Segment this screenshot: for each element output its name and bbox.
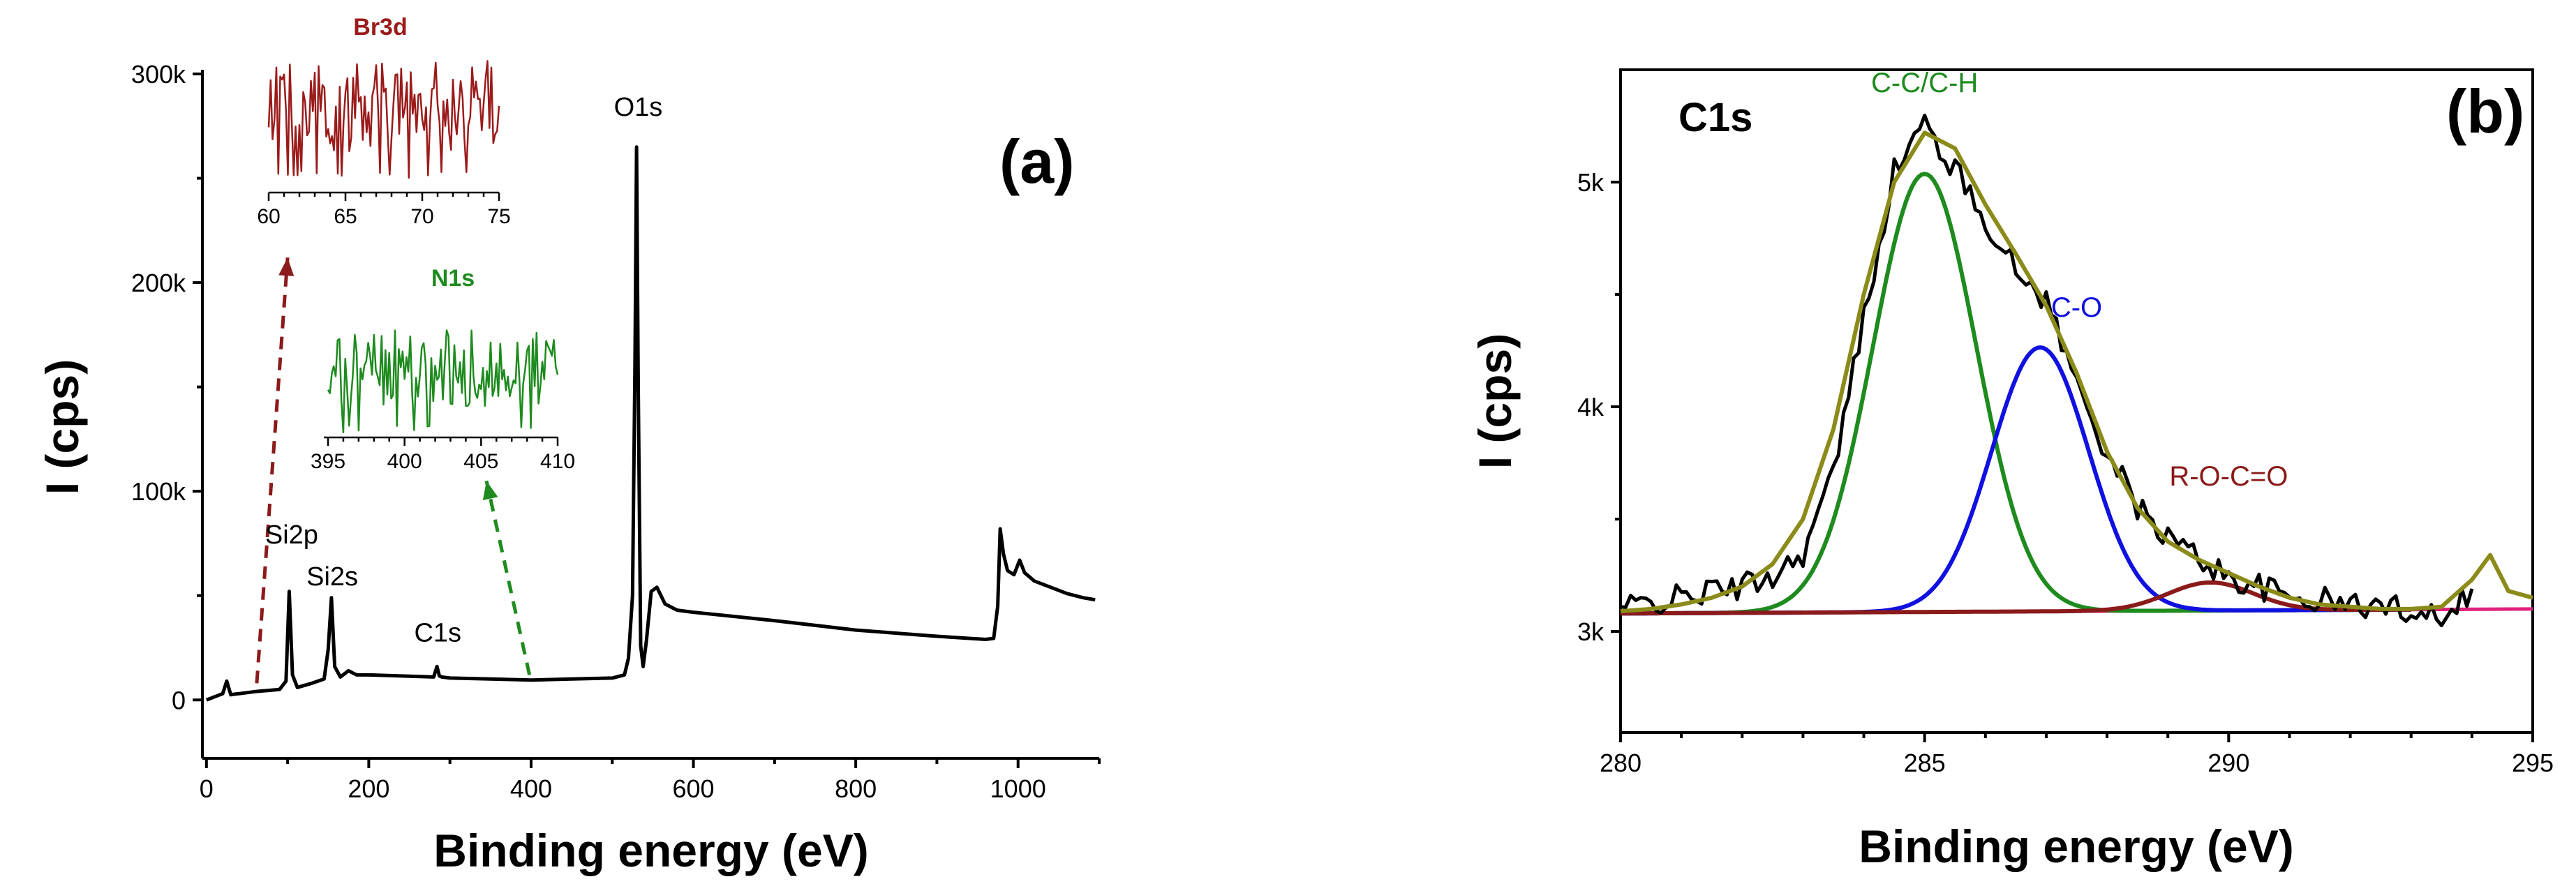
inset-trace [267,60,500,179]
panel-b-xtick-label: 295 [2512,749,2554,777]
inset-xtick-label: 65 [334,205,357,228]
panel-b-xtick-label: 285 [1904,749,1946,777]
panel-b-xlabel: Binding energy (eV) [1859,820,2293,872]
panel-b-ylabel: I (cps) [1469,333,1521,469]
inset-n1s-title: N1s [431,265,475,292]
panel-b-component-label: C-O [2051,292,2102,323]
panel-a-arrow-shaft [484,480,532,675]
panel-b-series-experimental [1620,113,2474,627]
panel-b-title: C1s [1678,95,1752,140]
inset-xtick-label: 70 [410,205,433,228]
panel-a-series-survey [205,145,1096,702]
panel-b-frame [1619,68,2534,734]
panel-a-xtick-label: 0 [200,774,214,803]
panel-a-ytick-label: 200k [131,269,186,297]
panel-a-xtick-label: 1000 [990,774,1046,803]
panel-a-ytick-label: 100k [131,477,186,506]
inset-xtick-label: 400 [387,450,422,473]
panel-b-label: (b) [2446,77,2524,146]
panel-a-peak-label: Si2p [265,520,318,550]
panel-a-ytick-label: 0 [172,686,186,714]
panel-a-peak-label: C1s [414,619,461,648]
panel-b-xtick-label: 280 [1600,749,1641,777]
panel-b-component-r-o-c-o [1621,580,2411,616]
panel-b-xtick-label: 290 [2208,749,2249,777]
panel-b-component-c-o [1621,345,2411,616]
panel-a-peak-label: Si2s [306,562,358,592]
panel-a-ytick-label: 300k [131,60,186,89]
panel-a-arrow-head [482,481,498,500]
panel-b-ytick-label: 4k [1577,393,1605,421]
inset-xtick-label: 410 [540,450,575,473]
inset-xtick-label: 60 [257,205,280,228]
inset-xtick-label: 405 [463,450,498,473]
panel-a-xtick-label: 200 [348,774,389,803]
inset-xtick-label: 75 [487,205,510,228]
inset-n1s: N1s 395 400 405 410 [311,265,575,473]
panel-a-label: (a) [999,127,1075,196]
panel-a-arrow-head [278,257,295,276]
inset-xtick-label: 395 [311,450,345,473]
inset-br3d: Br3d 60 65 70 75 [257,14,510,228]
panel-a-xtick-label: 400 [510,774,552,803]
inset-br3d-title: Br3d [353,14,407,40]
panel-a-survey-chart: 0 200 400 600 800 1000 0 100k 200k 300k Binding … [36,14,1101,876]
inset-trace [327,329,559,433]
panel-b-ytick-label: 3k [1577,617,1605,646]
panel-a-xtick-label: 600 [673,774,715,803]
panel-b-component-label: R-O-C=O [2169,461,2288,492]
panel-a-arrow-shaft [255,257,290,684]
panel-a-peak-label: O1s [614,93,663,122]
panel-a-ylabel: I (cps) [36,359,88,495]
panel-b-component-c-c-c-h [1621,172,2411,616]
panel-b-series-envelope [1620,130,2533,614]
panel-b-component-label: C-C/C-H [1871,68,1978,98]
panel-b-ytick-label: 5k [1577,168,1605,197]
panel-a-xtick-label: 800 [835,774,877,803]
panel-a-xlabel: Binding energy (eV) [433,825,868,876]
